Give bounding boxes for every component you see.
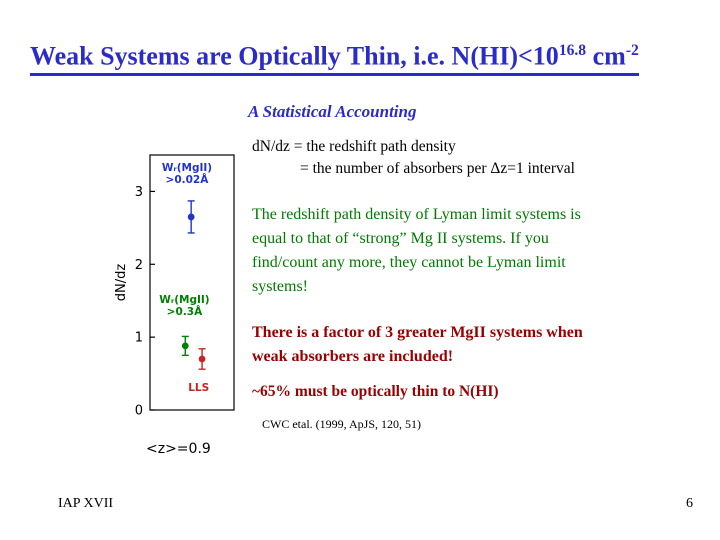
mgii-strong-label: Wᵣ(MgII): [159, 294, 209, 306]
text-line: The redshift path density of Lyman limit…: [252, 206, 581, 223]
lyman-limit-paragraph: The redshift path density of Lyman limit…: [252, 203, 692, 299]
mgii-weak-label: >0.02Å: [166, 173, 210, 186]
text-line: There is a factor of 3 greater MgII syst…: [252, 324, 583, 341]
text-line: dN/dz = the redshift path density: [252, 138, 456, 155]
title-units: cm: [586, 41, 626, 71]
factor-paragraph: There is a factor of 3 greater MgII syst…: [252, 321, 692, 369]
text-line: weak absorbers are included!: [252, 348, 454, 365]
title-exponent: 16.8: [558, 42, 587, 59]
title-text: Weak Systems are Optically Thin, i.e. N(…: [30, 41, 559, 71]
dndz-definition: dN/dz = the redshift path density = the …: [252, 136, 702, 180]
slide-page-number: 6: [686, 496, 693, 511]
text-line: systems!: [252, 278, 308, 295]
redshift-caption: <z>=0.9: [146, 441, 211, 457]
text-line: = the number of absorbers per Δz=1 inter…: [300, 160, 575, 177]
slide-subtitle: A Statistical Accounting: [248, 102, 417, 121]
slide-title: Weak Systems are Optically Thin, i.e. N(…: [30, 41, 639, 77]
lls-point: [198, 355, 206, 363]
text-line: equal to that of “strong” Mg II systems.…: [252, 230, 549, 247]
y-axis-label: dN/dz: [114, 264, 129, 302]
footer-conference-name: IAP XVII: [58, 496, 114, 511]
dndz-chart: 0 1 2 3 dN/dz Wᵣ(MgII) >0.02Å Wᵣ(MgII) >0.3Å LLS: [112, 150, 252, 420]
mgii-weak-label: Wᵣ(MgII): [162, 162, 212, 174]
y-tick-label: 3: [135, 185, 143, 200]
mgii-strong-label: >0.3Å: [167, 305, 203, 318]
lls-label: LLS: [188, 382, 209, 394]
y-tick-label: 2: [135, 258, 143, 273]
y-tick-label: 1: [135, 331, 143, 346]
mgii-strong-point: [181, 342, 189, 350]
optically-thin-statement: ~65% must be optically thin to N(HI): [252, 383, 499, 400]
mgii-weak-point: [187, 213, 195, 221]
y-tick-label: 0: [135, 404, 143, 419]
citation: CWC etal. (1999, ApJS, 120, 51): [262, 417, 421, 431]
title-units-exponent: -2: [625, 42, 639, 59]
plot-frame: [149, 154, 235, 411]
text-line: find/count any more, they cannot be Lyma…: [252, 254, 566, 271]
